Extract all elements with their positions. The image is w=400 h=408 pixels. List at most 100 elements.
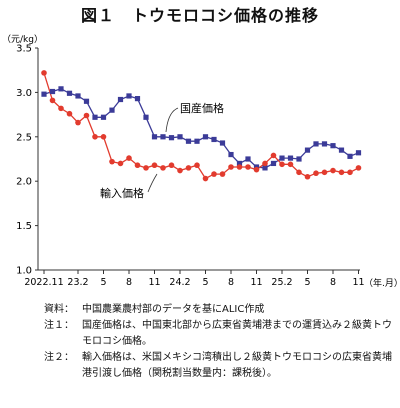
data-point — [338, 147, 345, 153]
x-tick-label: 5 — [100, 277, 106, 288]
data-point — [245, 164, 251, 170]
data-point — [177, 134, 183, 140]
data-point — [296, 169, 302, 176]
data-point — [66, 90, 73, 96]
data-point — [194, 138, 200, 144]
data-point — [177, 167, 183, 174]
data-point — [211, 136, 217, 143]
x-tick-label: 8 — [330, 277, 336, 288]
series-label-domestic-leader — [165, 107, 179, 133]
data-point — [330, 167, 336, 174]
data-point — [83, 112, 90, 119]
data-point — [279, 155, 285, 161]
data-point — [160, 134, 166, 140]
x-tick-label: 24.2 — [169, 277, 190, 288]
data-point — [109, 158, 115, 165]
data-point — [49, 97, 56, 104]
data-point — [134, 162, 141, 169]
x-tick-label: 25.2 — [271, 277, 292, 288]
data-point — [143, 165, 149, 171]
data-point — [160, 165, 166, 171]
data-point — [304, 147, 311, 153]
data-point — [287, 155, 294, 161]
data-point — [313, 170, 319, 177]
data-point — [270, 152, 277, 159]
data-point — [168, 162, 175, 169]
data-point — [228, 151, 234, 158]
data-point — [134, 96, 141, 102]
data-point — [321, 169, 328, 176]
data-point — [92, 134, 98, 140]
y-tick-label: 3.5 — [16, 44, 32, 55]
data-point — [338, 169, 345, 176]
data-point — [228, 164, 234, 170]
data-point — [347, 169, 353, 176]
series-label-import: 輸入価格 — [100, 186, 144, 200]
data-point — [151, 162, 158, 169]
data-point — [109, 107, 115, 113]
data-point — [92, 114, 98, 120]
series-line-1 — [43, 72, 359, 180]
data-point — [41, 91, 47, 97]
data-point — [296, 156, 302, 162]
data-point — [168, 135, 175, 141]
data-point — [321, 141, 328, 147]
data-point — [236, 160, 243, 167]
y-tick-label: 1.0 — [16, 266, 32, 277]
data-point — [287, 161, 294, 168]
x-tick-label: 11 — [250, 277, 262, 288]
data-point — [270, 160, 277, 167]
data-point — [49, 88, 56, 95]
series-label-import-leader — [147, 173, 158, 193]
x-tick-label: 23.2 — [67, 277, 88, 288]
data-point — [143, 114, 149, 120]
data-point — [126, 93, 132, 99]
x-tick-label: 8 — [126, 277, 132, 288]
data-point — [58, 86, 64, 92]
data-point — [75, 119, 81, 126]
x-tick-label: 8 — [228, 277, 234, 288]
data-point — [279, 161, 285, 168]
data-point — [330, 143, 336, 149]
data-point — [185, 165, 192, 171]
data-point — [83, 98, 90, 104]
data-point — [41, 70, 47, 76]
y-axis-unit-label: （元/kg） — [2, 34, 43, 45]
data-point — [304, 173, 311, 180]
note-source-text: 中国農業農村部のデータを基にALIC作成 — [82, 304, 265, 315]
x-tick-label: 11 — [148, 277, 160, 288]
note-2-text: 輸入価格は、米国メキシコ湾積出し２級黄トウモロコシの広東省黄埔港引渡し価格（関税… — [82, 352, 392, 379]
data-point — [347, 153, 353, 159]
data-point — [151, 134, 158, 140]
x-tick-label: 2022.11 — [24, 277, 63, 288]
data-point — [185, 138, 192, 144]
data-point — [355, 165, 362, 171]
data-point — [245, 156, 251, 162]
y-tick-label: 2.0 — [16, 177, 32, 188]
y-tick-label: 1.5 — [16, 221, 32, 232]
note-source-label: 資料： — [44, 304, 74, 315]
data-point — [219, 140, 226, 146]
data-point — [75, 93, 81, 99]
data-point — [219, 171, 226, 177]
chart-title: 図１ トウモロコシ価格の推移 — [80, 6, 319, 25]
data-point — [236, 164, 243, 170]
note-1-text: 国産価格は、中国東北部から広東省黄埔港までの運賃込み２級黄トウモロコシ価格。 — [82, 320, 392, 347]
data-point — [202, 175, 209, 182]
note-2-label: 注２： — [44, 352, 74, 363]
note-source: 資料： 中国農業農村部のデータを基にALIC作成 — [44, 302, 394, 318]
data-point — [355, 150, 362, 156]
data-point — [253, 166, 260, 173]
data-point — [194, 162, 200, 169]
data-point — [313, 141, 319, 147]
data-point — [66, 110, 73, 117]
notes: 資料： 中国農業農村部のデータを基にALIC作成 注１： 国産価格は、中国東北部… — [44, 302, 394, 382]
data-point — [100, 114, 107, 120]
data-point — [58, 105, 64, 112]
x-tick-label: 11 — [352, 277, 364, 288]
note-1-label: 注１： — [44, 320, 74, 331]
data-point — [117, 160, 124, 167]
line-chart: （元/kg） 1.0 1.5 2.0 2.5 3.0 3.5 2022.11 23.2 5 8 1… — [2, 34, 400, 289]
y-tick-label: 3.0 — [16, 88, 32, 99]
x-tick-label: 5 — [304, 277, 310, 288]
